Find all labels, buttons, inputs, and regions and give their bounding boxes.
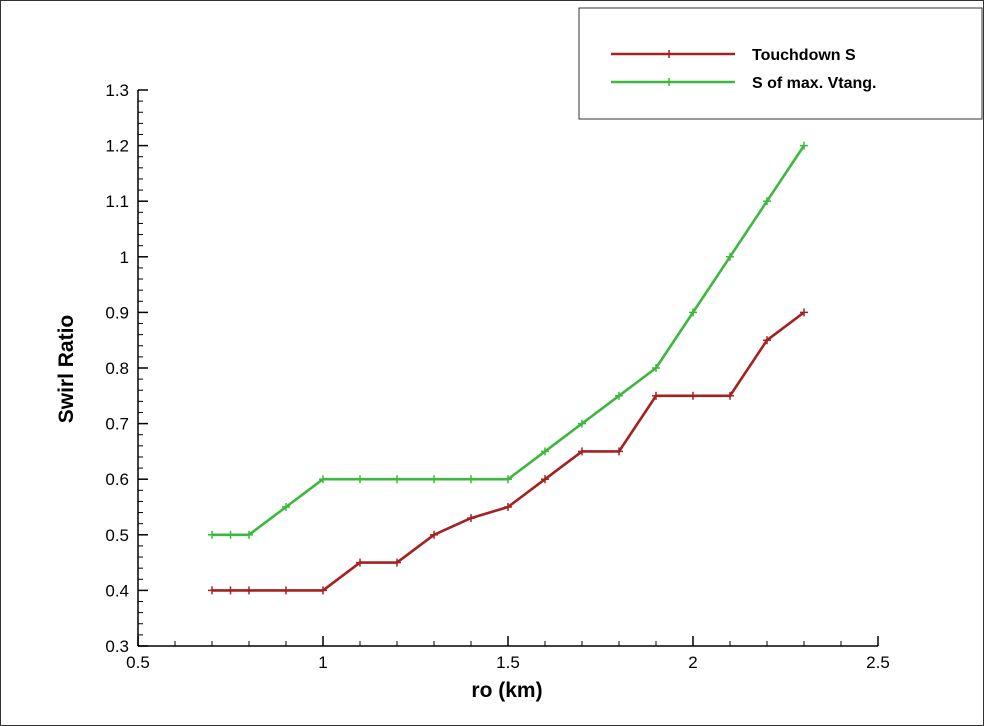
series-point-1 — [652, 364, 660, 372]
series-point-0 — [226, 586, 235, 595]
series-point-1 — [615, 391, 623, 400]
y-tick-label: 1.1 — [105, 192, 129, 211]
x-tick-label: 2.5 — [866, 653, 890, 672]
legend-label-1: S of max. Vtang. — [752, 75, 876, 92]
y-tick-label: 0.3 — [105, 637, 129, 656]
legend: Touchdown S S of max. Vtang. — [578, 7, 983, 120]
series-point-0 — [541, 475, 549, 484]
series-point-0 — [504, 503, 512, 511]
x-tick-label: 1.5 — [496, 653, 520, 672]
legend-label-0: Touchdown S — [752, 47, 856, 64]
series-line-0 — [212, 311, 805, 592]
series-point-1 — [467, 475, 475, 484]
series-point-1 — [356, 475, 364, 484]
series-point-1 — [504, 475, 512, 484]
series-point-0 — [726, 391, 734, 400]
y-tick-label: 0.7 — [105, 415, 129, 434]
x-axis-label: ro (km) — [471, 679, 542, 702]
series-point-1 — [393, 475, 401, 484]
y-tick-label: 1 — [120, 248, 129, 267]
y-tick-label: 1.2 — [105, 137, 129, 156]
y-axis-label: Swirl Ratio — [55, 315, 78, 424]
series-point-0 — [430, 530, 438, 539]
series-point-0 — [652, 391, 660, 400]
series-point-1 — [430, 475, 438, 484]
series-point-0 — [208, 586, 216, 595]
series-point-0 — [763, 336, 771, 345]
y-tick-label: 0.6 — [105, 470, 129, 489]
series-point-0 — [800, 308, 808, 317]
y-tick-label: 1.3 — [105, 81, 129, 100]
x-tick-label: 1 — [318, 653, 327, 672]
series-point-1 — [763, 197, 771, 206]
series-line-1 — [212, 144, 806, 537]
series-point-1 — [541, 447, 549, 456]
y-tick-label: 0.9 — [105, 303, 129, 322]
series-layer — [208, 141, 808, 595]
series-point-0 — [356, 558, 364, 567]
y-tick-label: 0.5 — [105, 526, 129, 545]
series-point-1 — [726, 252, 734, 261]
y-tick-label: 0.8 — [105, 359, 129, 378]
series-point-1 — [208, 530, 216, 539]
series-point-0 — [467, 514, 475, 523]
series-point-0 — [393, 558, 401, 567]
axes: 0.5 1 1.5 2 2.5 0.3 0.4 0.5 0.6 0.7 0.8 0.9 1 1.1 1.2 1… — [105, 81, 889, 672]
y-tick-label: 0.4 — [105, 581, 129, 600]
x-tick-label: 0.5 — [126, 653, 150, 672]
series-point-0 — [319, 586, 327, 595]
series-point-1 — [578, 419, 586, 428]
x-tick-label: 2 — [688, 653, 697, 672]
series-point-1 — [689, 308, 697, 317]
series-point-1 — [245, 530, 253, 539]
series-point-0 — [245, 586, 253, 595]
series-point-0 — [282, 586, 290, 595]
series-point-1 — [282, 503, 290, 511]
series-point-1 — [226, 530, 235, 539]
series-point-0 — [689, 391, 697, 400]
series-point-0 — [578, 447, 586, 456]
legend-box — [578, 7, 983, 120]
series-point-0 — [615, 447, 623, 456]
series-point-1 — [800, 141, 808, 150]
series-point-1 — [319, 475, 327, 484]
